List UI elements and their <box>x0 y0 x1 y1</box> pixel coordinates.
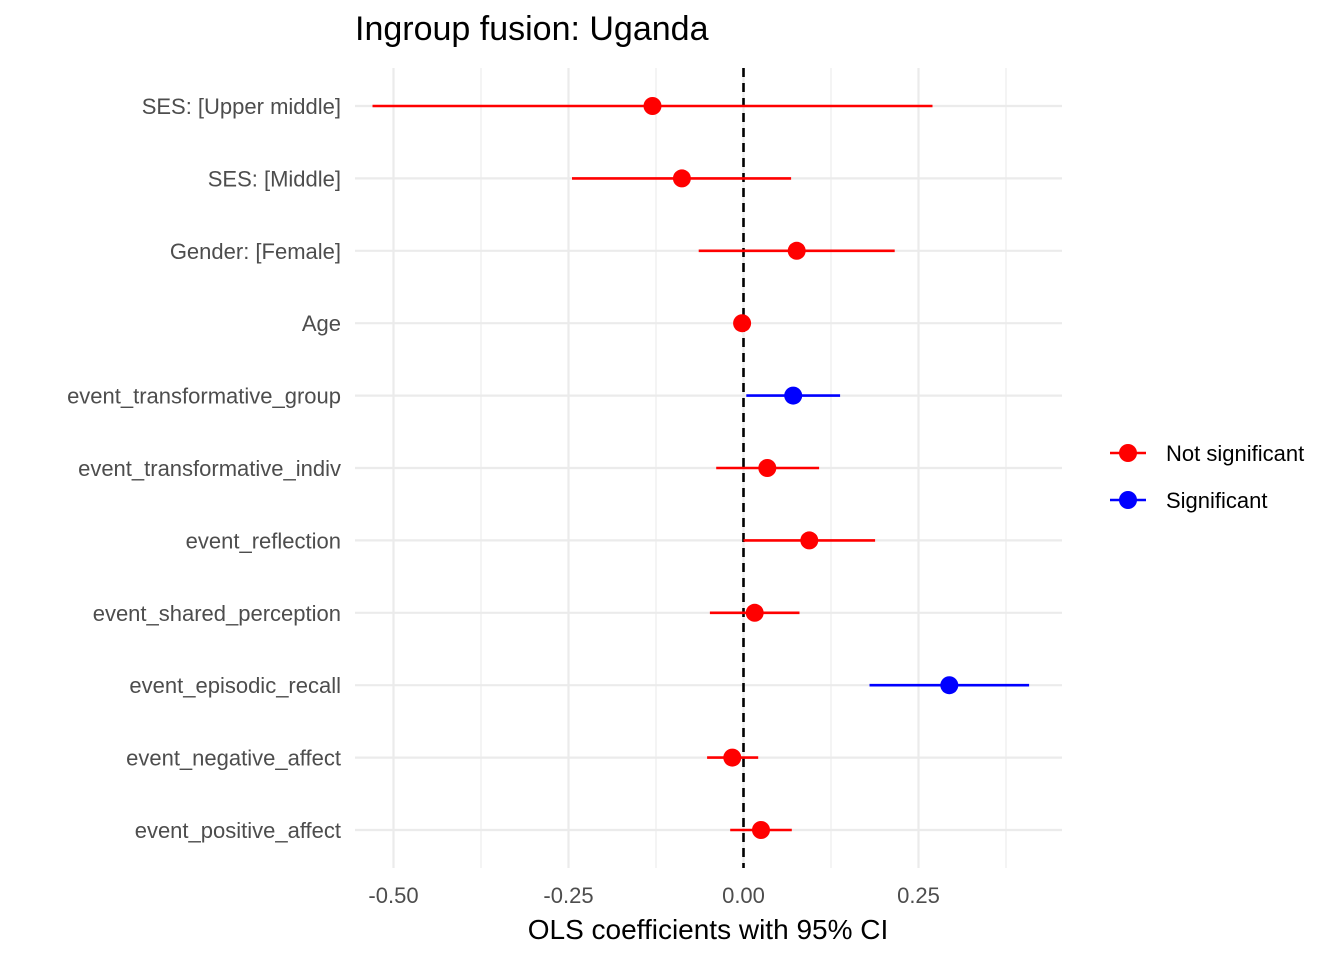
chart-title: Ingroup fusion: Uganda <box>355 10 709 48</box>
estimate-point <box>752 821 770 839</box>
y-tick-label: event_transformative_group <box>67 384 341 409</box>
axis-layer: SES: [Upper middle] SES: [Middle] Gender: … <box>67 94 940 908</box>
y-tick-label: event_episodic_recall <box>129 673 341 698</box>
estimate-point <box>723 748 742 767</box>
x-tick-label: -0.50 <box>368 883 418 908</box>
estimate-point <box>643 97 662 115</box>
y-tick-label: event_transformative_indiv <box>78 456 341 481</box>
estimate-point <box>758 459 777 477</box>
x-axis-title: OLS coefficients with 95% CI <box>528 914 889 945</box>
y-tick-label: SES: [Middle] <box>208 166 341 191</box>
x-tick-label: 0.25 <box>897 883 940 908</box>
y-tick-label: event_reflection <box>186 528 341 553</box>
estimate-point <box>733 314 752 333</box>
y-tick-label: event_negative_affect <box>126 746 341 771</box>
y-tick-label: Gender: [Female] <box>170 239 341 264</box>
y-tick-label: event_positive_affect <box>135 818 341 843</box>
estimate-point <box>784 386 803 405</box>
y-tick-label: SES: [Upper middle] <box>142 94 341 119</box>
legend: Not significant Significant <box>1110 441 1304 513</box>
marks-layer <box>372 97 1030 839</box>
x-tick-label: -0.25 <box>543 883 593 908</box>
estimate-point <box>940 676 959 695</box>
estimate-point <box>800 531 819 550</box>
x-tick-label: 0.00 <box>722 883 765 908</box>
y-tick-label: Age <box>302 311 341 336</box>
legend-label: Significant <box>1166 488 1268 513</box>
y-tick-label: event_shared_perception <box>93 601 341 626</box>
estimate-point <box>787 241 806 260</box>
legend-key-point <box>1119 491 1137 509</box>
estimate-point <box>672 169 691 188</box>
legend-label: Not significant <box>1166 441 1304 466</box>
grid-layer <box>355 68 1062 868</box>
estimate-point <box>745 603 764 622</box>
legend-key-point <box>1119 444 1137 462</box>
